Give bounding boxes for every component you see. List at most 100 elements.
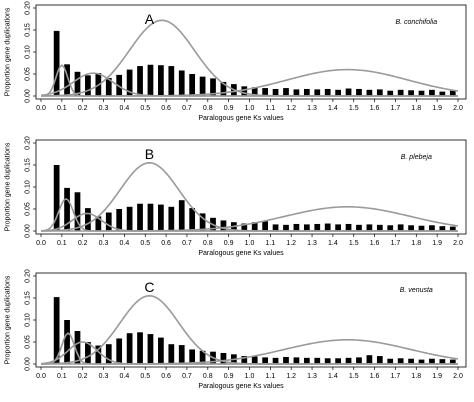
bar bbox=[345, 223, 352, 231]
x-axis-title: Paralogous gene Ks values bbox=[198, 250, 284, 257]
x-tick-label: 0.5 bbox=[140, 373, 150, 380]
bar bbox=[449, 90, 456, 96]
y-tick-label: 0.15 bbox=[25, 23, 32, 37]
x-tick-label: 0.8 bbox=[203, 373, 213, 380]
x-tick-label: 1.6 bbox=[370, 373, 380, 380]
bar bbox=[262, 221, 269, 231]
bar bbox=[95, 216, 102, 231]
bar bbox=[147, 334, 154, 364]
x-tick-label: 0.7 bbox=[182, 105, 192, 112]
bar bbox=[303, 88, 310, 96]
x-tick-label: 0.0 bbox=[36, 240, 46, 247]
bar bbox=[53, 30, 60, 97]
y-tick-label: 0.10 bbox=[25, 180, 32, 194]
bar bbox=[356, 357, 362, 364]
x-tick-label: 1.5 bbox=[349, 240, 359, 247]
x-tick-label: 1.8 bbox=[411, 240, 421, 247]
bar bbox=[429, 358, 435, 364]
x-tick-label: 1.1 bbox=[265, 373, 275, 380]
y-tick-label: 0.15 bbox=[25, 158, 32, 172]
y-axis-title: Proportion gene duplications bbox=[5, 142, 12, 231]
y-tick-label: 0.15 bbox=[25, 291, 32, 305]
bar bbox=[178, 200, 185, 231]
bar bbox=[241, 356, 248, 364]
x-tick-label: 0.8 bbox=[203, 105, 213, 112]
bar bbox=[376, 89, 383, 96]
bar bbox=[126, 333, 133, 364]
x-tick-label: 0.7 bbox=[182, 373, 192, 380]
x-tick-label: 1.2 bbox=[286, 240, 296, 247]
x-tick-label: 0.4 bbox=[120, 373, 130, 380]
y-axis-title: Proportion gene duplications bbox=[5, 7, 12, 96]
bar bbox=[439, 91, 446, 96]
bar bbox=[387, 358, 394, 364]
bar bbox=[95, 345, 102, 364]
x-tick-label: 1.9 bbox=[432, 240, 442, 247]
x-tick-label: 1.8 bbox=[411, 373, 421, 380]
bar bbox=[293, 89, 300, 96]
bar bbox=[303, 224, 310, 231]
x-tick-label: 0.6 bbox=[161, 373, 171, 380]
x-tick-label: 0.1 bbox=[57, 373, 67, 380]
bar bbox=[408, 358, 414, 364]
bar bbox=[345, 357, 352, 364]
y-tick-label: 0.20 bbox=[25, 1, 32, 15]
x-tick-label: 0.1 bbox=[57, 240, 67, 247]
bar bbox=[199, 213, 206, 231]
x-axis-title: Paralogous gene Ks values bbox=[198, 115, 284, 122]
x-tick-label: 1.1 bbox=[265, 105, 275, 112]
x-tick-label: 1.1 bbox=[265, 240, 275, 247]
bar bbox=[137, 203, 143, 231]
bar bbox=[74, 71, 81, 96]
bar bbox=[251, 356, 258, 364]
bar bbox=[272, 357, 279, 364]
bar bbox=[241, 86, 248, 96]
bar bbox=[439, 359, 446, 364]
x-tick-label: 1.7 bbox=[391, 105, 401, 112]
bar bbox=[85, 75, 91, 96]
panel-letter: A bbox=[145, 11, 155, 27]
bar bbox=[324, 358, 331, 364]
bar bbox=[158, 65, 164, 96]
x-tick-label: 1.9 bbox=[432, 373, 442, 380]
bar bbox=[449, 226, 456, 231]
species-label: B. plebeja bbox=[401, 154, 432, 161]
bar bbox=[335, 89, 341, 96]
bar bbox=[105, 77, 112, 96]
bar bbox=[449, 359, 456, 364]
x-tick-label: 1.6 bbox=[370, 240, 380, 247]
x-tick-label: 1.0 bbox=[245, 105, 255, 112]
x-tick-label: 0.8 bbox=[203, 240, 213, 247]
species-label: B. conchifolia bbox=[395, 19, 437, 26]
bar bbox=[85, 208, 91, 231]
x-tick-label: 2.0 bbox=[453, 373, 463, 380]
y-axis-title: Proportion gene duplications bbox=[5, 275, 12, 364]
x-tick-label: 2.0 bbox=[453, 240, 463, 247]
bar bbox=[439, 226, 446, 231]
fitted-curve bbox=[40, 294, 458, 365]
x-tick-label: 1.4 bbox=[328, 240, 338, 247]
bar bbox=[314, 357, 321, 364]
bar bbox=[408, 90, 414, 96]
bar bbox=[251, 222, 258, 231]
x-tick-label: 1.3 bbox=[307, 240, 317, 247]
bar bbox=[189, 208, 196, 231]
bar bbox=[105, 212, 112, 231]
bar bbox=[408, 225, 414, 231]
bar bbox=[335, 224, 341, 231]
x-tick-label: 0.1 bbox=[57, 105, 67, 112]
bar bbox=[283, 356, 289, 364]
x-tick-label: 0.4 bbox=[120, 105, 130, 112]
bar bbox=[168, 344, 175, 364]
panel-letter: B bbox=[145, 146, 154, 162]
y-tick-label: 0.10 bbox=[25, 313, 32, 327]
x-tick-label: 0.3 bbox=[99, 240, 109, 247]
bar bbox=[220, 220, 227, 231]
x-tick-label: 0.6 bbox=[161, 240, 171, 247]
bar bbox=[116, 338, 123, 364]
bar bbox=[168, 66, 175, 96]
fitted-curve bbox=[40, 197, 458, 232]
bar bbox=[303, 357, 310, 364]
x-tick-label: 1.3 bbox=[307, 373, 317, 380]
bar bbox=[137, 332, 143, 364]
